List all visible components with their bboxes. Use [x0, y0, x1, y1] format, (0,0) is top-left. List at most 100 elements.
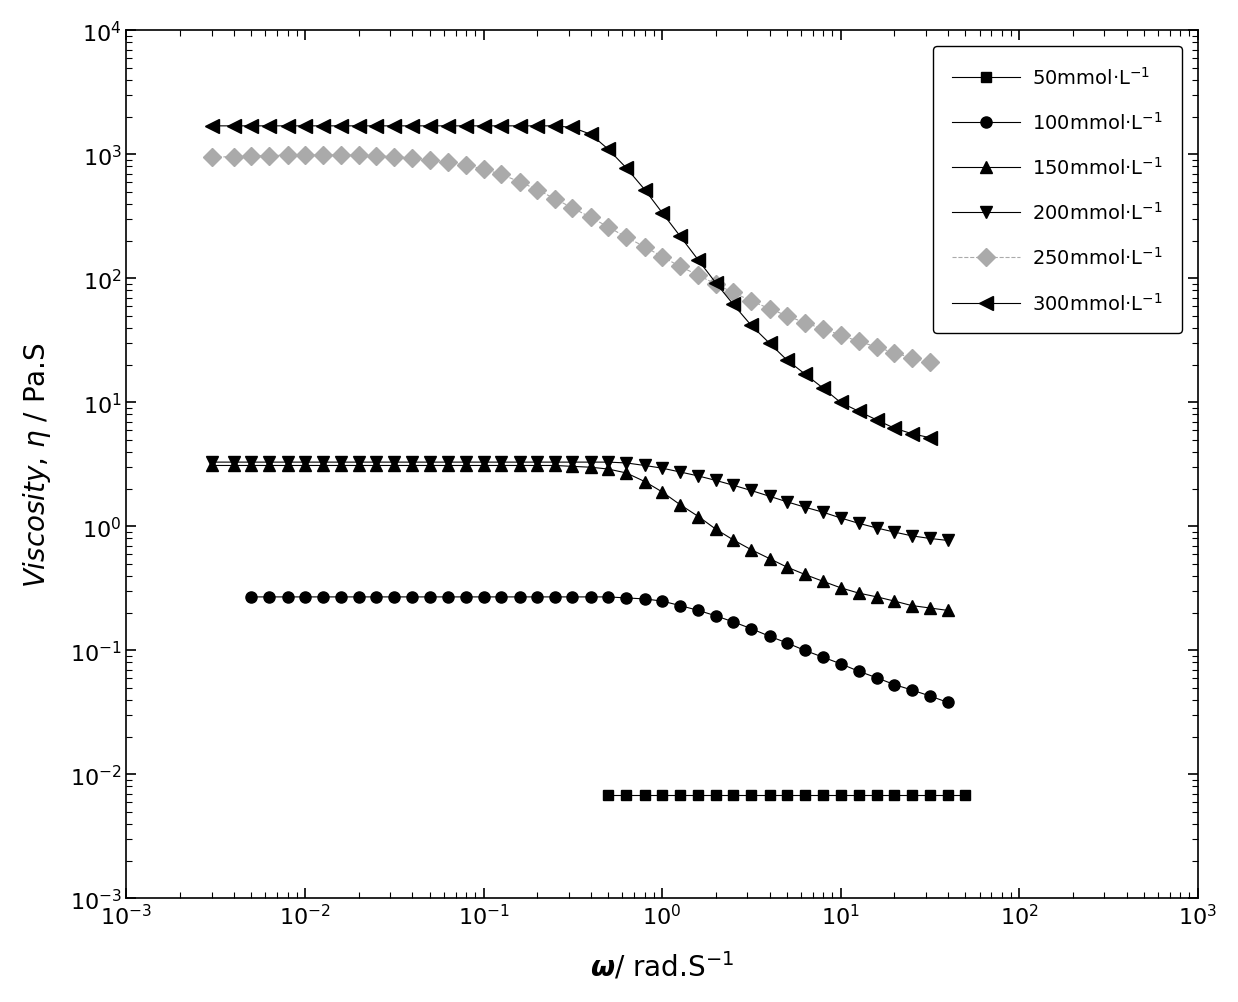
250mmol·L$^{-1}$	[886, 348, 901, 360]
300mmol·L$^{-1}$	[513, 120, 527, 132]
100mmol·L$^{-1}$	[261, 591, 276, 603]
100mmol·L$^{-1}$	[530, 591, 545, 603]
150mmol·L$^{-1}$	[638, 476, 652, 488]
100mmol·L$^{-1}$	[244, 591, 259, 603]
100mmol·L$^{-1}$	[904, 684, 919, 696]
150mmol·L$^{-1}$	[494, 460, 509, 472]
250mmol·L$^{-1}$	[763, 304, 777, 316]
250mmol·L$^{-1}$	[904, 352, 919, 364]
150mmol·L$^{-1}$	[655, 486, 670, 498]
150mmol·L$^{-1}$	[386, 460, 401, 472]
200mmol·L$^{-1}$	[797, 502, 812, 514]
100mmol·L$^{-1}$	[422, 591, 437, 603]
100mmol·L$^{-1}$	[763, 630, 777, 642]
150mmol·L$^{-1}$	[763, 553, 777, 565]
Line: 100mmol·L$^{-1}$: 100mmol·L$^{-1}$	[245, 592, 953, 708]
150mmol·L$^{-1}$	[691, 511, 706, 523]
100mmol·L$^{-1}$	[922, 690, 937, 702]
200mmol·L$^{-1}$	[922, 533, 937, 545]
100mmol·L$^{-1}$	[708, 610, 723, 622]
200mmol·L$^{-1}$	[513, 457, 527, 469]
100mmol·L$^{-1}$	[600, 591, 615, 603]
150mmol·L$^{-1}$	[780, 561, 795, 573]
150mmol·L$^{-1}$	[352, 460, 366, 472]
200mmol·L$^{-1}$	[297, 457, 312, 469]
250mmol·L$^{-1}$	[655, 252, 670, 264]
150mmol·L$^{-1}$	[816, 576, 831, 588]
100mmol·L$^{-1}$	[797, 644, 812, 656]
150mmol·L$^{-1}$	[672, 499, 687, 511]
150mmol·L$^{-1}$	[619, 467, 634, 479]
200mmol·L$^{-1}$	[386, 457, 401, 469]
150mmol·L$^{-1}$	[244, 460, 259, 472]
100mmol·L$^{-1}$	[316, 591, 331, 603]
200mmol·L$^{-1}$	[851, 518, 865, 530]
100mmol·L$^{-1}$	[565, 591, 579, 603]
50mmol·L$^{-1}$	[833, 790, 848, 802]
100mmol·L$^{-1}$	[744, 623, 759, 635]
150mmol·L$^{-1}$	[869, 591, 884, 603]
Line: 50mmol·L$^{-1}$: 50mmol·L$^{-1}$	[603, 791, 971, 801]
150mmol·L$^{-1}$	[922, 602, 937, 614]
200mmol·L$^{-1}$	[352, 457, 366, 469]
300mmol·L$^{-1}$	[244, 120, 259, 132]
150mmol·L$^{-1}$	[886, 595, 901, 607]
250mmol·L$^{-1}$	[422, 154, 437, 166]
100mmol·L$^{-1}$	[816, 651, 831, 663]
150mmol·L$^{-1}$	[725, 534, 740, 546]
300mmol·L$^{-1}$	[261, 120, 276, 132]
250mmol·L$^{-1}$	[708, 279, 723, 291]
100mmol·L$^{-1}$	[334, 591, 349, 603]
300mmol·L$^{-1}$	[797, 369, 812, 381]
200mmol·L$^{-1}$	[763, 491, 777, 503]
200mmol·L$^{-1}$	[227, 457, 241, 469]
150mmol·L$^{-1}$	[477, 460, 491, 472]
300mmol·L$^{-1}$	[494, 120, 509, 132]
300mmol·L$^{-1}$	[386, 120, 401, 132]
50mmol·L$^{-1}$	[869, 790, 884, 802]
200mmol·L$^{-1}$	[691, 471, 706, 483]
300mmol·L$^{-1}$	[763, 338, 777, 350]
50mmol·L$^{-1}$	[941, 790, 956, 802]
300mmol·L$^{-1}$	[227, 120, 241, 132]
50mmol·L$^{-1}$	[744, 790, 759, 802]
200mmol·L$^{-1}$	[638, 460, 652, 472]
100mmol·L$^{-1}$	[851, 665, 865, 677]
250mmol·L$^{-1}$	[297, 149, 312, 161]
300mmol·L$^{-1}$	[530, 120, 545, 132]
200mmol·L$^{-1}$	[204, 457, 219, 469]
300mmol·L$^{-1}$	[780, 355, 795, 367]
200mmol·L$^{-1}$	[672, 467, 687, 479]
300mmol·L$^{-1}$	[886, 423, 901, 435]
200mmol·L$^{-1}$	[725, 480, 740, 492]
50mmol·L$^{-1}$	[851, 790, 865, 802]
200mmol·L$^{-1}$	[816, 507, 831, 519]
50mmol·L$^{-1}$	[672, 790, 687, 802]
200mmol·L$^{-1}$	[477, 457, 491, 469]
150mmol·L$^{-1}$	[530, 460, 545, 472]
150mmol·L$^{-1}$	[316, 460, 331, 472]
250mmol·L$^{-1}$	[619, 231, 634, 243]
100mmol·L$^{-1}$	[691, 605, 706, 617]
300mmol·L$^{-1}$	[583, 129, 598, 141]
50mmol·L$^{-1}$	[638, 790, 652, 802]
200mmol·L$^{-1}$	[904, 530, 919, 542]
150mmol·L$^{-1}$	[459, 460, 474, 472]
300mmol·L$^{-1}$	[638, 184, 652, 196]
300mmol·L$^{-1}$	[280, 120, 295, 132]
250mmol·L$^{-1}$	[280, 150, 295, 162]
50mmol·L$^{-1}$	[600, 790, 615, 802]
50mmol·L$^{-1}$	[797, 790, 812, 802]
300mmol·L$^{-1}$	[869, 415, 884, 427]
300mmol·L$^{-1}$	[441, 120, 456, 132]
300mmol·L$^{-1}$	[851, 406, 865, 418]
250mmol·L$^{-1}$	[459, 160, 474, 172]
100mmol·L$^{-1}$	[725, 616, 740, 628]
100mmol·L$^{-1}$	[547, 591, 562, 603]
150mmol·L$^{-1}$	[600, 464, 615, 476]
250mmol·L$^{-1}$	[204, 152, 219, 164]
300mmol·L$^{-1}$	[691, 256, 706, 268]
200mmol·L$^{-1}$	[369, 457, 384, 469]
250mmol·L$^{-1}$	[513, 176, 527, 188]
150mmol·L$^{-1}$	[708, 524, 723, 536]
